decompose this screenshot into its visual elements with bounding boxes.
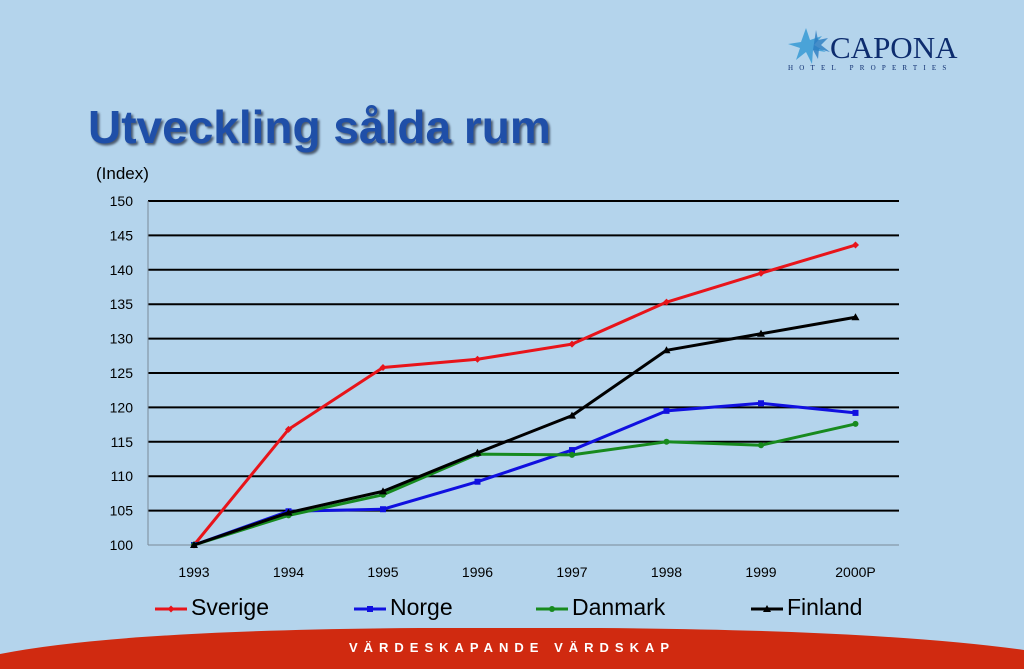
x-tick-label: 1996 — [462, 564, 493, 580]
y-tick-labels: 100 105 110 115 120 125 130 135 140 145 150 — [110, 193, 134, 553]
y-tick-label: 140 — [110, 262, 134, 278]
y-tick-label: 150 — [110, 193, 134, 209]
series-line-danmark — [193, 422, 856, 547]
data-point-norge — [474, 478, 481, 485]
brand-logo: CAPONA HOTEL PROPERTIES — [786, 26, 986, 76]
data-point-norge — [569, 447, 575, 454]
axes — [147, 201, 899, 546]
data-point-danmark — [569, 451, 575, 458]
legend-marker-sverige — [167, 605, 175, 613]
x-tick-label: 2000P — [835, 564, 875, 580]
data-point-norge — [380, 506, 386, 513]
data-point-finland — [284, 508, 293, 516]
y-tick-label: 120 — [110, 399, 134, 415]
star-logo-icon — [788, 28, 830, 64]
y-axis-unit-label: (Index) — [96, 164, 149, 183]
data-point-sverige — [379, 363, 387, 371]
legend-swatch-sverige — [155, 605, 187, 613]
legend-marker-norge — [367, 606, 373, 612]
legend-swatch-danmark — [536, 606, 568, 612]
legend-marker-danmark — [549, 606, 555, 612]
legend-label-danmark: Danmark — [572, 594, 666, 620]
data-point-sverige — [568, 340, 576, 348]
y-tick-label: 130 — [110, 331, 134, 347]
data-point-finland — [851, 313, 860, 321]
legend-label-norge: Norge — [390, 594, 453, 620]
series-finland — [190, 313, 860, 548]
y-tick-label: 135 — [110, 296, 134, 312]
data-point-sverige — [663, 298, 670, 306]
series-line-finland — [193, 315, 856, 547]
legend-swatch-finland — [751, 605, 783, 612]
grid-lines — [148, 200, 899, 512]
series-norge — [191, 400, 859, 548]
x-tick-labels: 1993 1994 1995 1996 1997 1998 1999 2000P — [178, 564, 875, 580]
data-point-finland — [379, 487, 387, 495]
chart-legend: Sverige Norge Danmark Finland — [0, 594, 1024, 624]
logo-name: CAPONA — [830, 30, 958, 65]
x-tick-label: 1997 — [556, 564, 587, 580]
x-tick-label: 1999 — [745, 564, 776, 580]
data-point-sverige — [285, 425, 292, 433]
data-point-norge — [663, 407, 670, 414]
data-point-finland — [568, 411, 576, 419]
legend-marker-finland — [763, 605, 771, 612]
data-point-finland — [757, 329, 765, 337]
y-tick-label: 145 — [110, 227, 134, 243]
x-tick-label: 1993 — [178, 564, 209, 580]
y-tick-label: 125 — [110, 365, 134, 381]
series-danmark — [191, 420, 859, 548]
y-tick-label: 100 — [110, 537, 134, 553]
data-point-norge — [758, 400, 764, 407]
footer-slogan: VÄRDESKAPANDE VÄRDSKAP — [348, 640, 676, 655]
data-point-danmark — [758, 442, 764, 449]
x-tick-label: 1995 — [367, 564, 398, 580]
x-tick-label: 1994 — [273, 564, 304, 580]
data-point-finland — [190, 541, 198, 548]
data-point-sverige — [474, 355, 481, 363]
legend-swatch-norge — [354, 606, 386, 612]
data-point-finland — [473, 448, 482, 456]
data-point-danmark — [663, 438, 670, 445]
data-point-danmark — [852, 420, 859, 427]
y-tick-label: 105 — [110, 503, 134, 519]
data-point-finland — [662, 346, 671, 354]
data-point-sverige — [852, 241, 859, 249]
logo-tagline: HOTEL PROPERTIES — [788, 64, 953, 72]
series-lines — [190, 241, 860, 549]
footer-banner — [0, 628, 1024, 669]
y-tick-label: 115 — [111, 434, 134, 450]
series-sverige — [190, 241, 859, 549]
y-tick-label: 110 — [111, 468, 134, 484]
data-point-sverige — [757, 269, 765, 277]
legend-label-finland: Finland — [787, 594, 863, 620]
page-title: Utveckling sålda rum — [88, 101, 551, 153]
legend-label-sverige: Sverige — [191, 594, 269, 620]
x-tick-label: 1998 — [651, 564, 682, 580]
series-line-sverige — [192, 243, 856, 546]
data-point-norge — [852, 409, 859, 416]
